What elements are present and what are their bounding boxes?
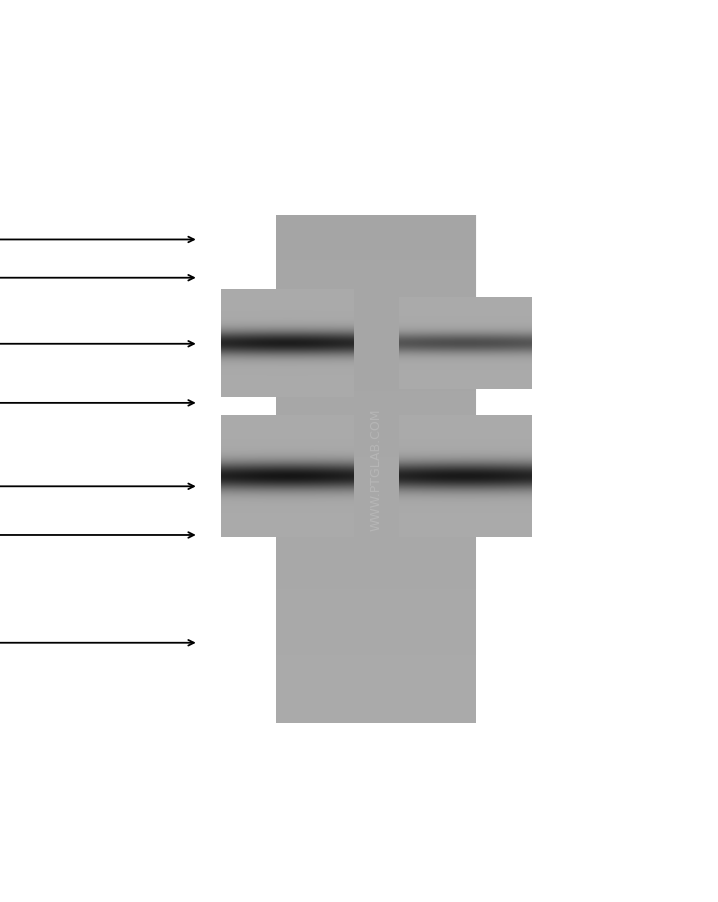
Text: WWW.PTGLAB.COM: WWW.PTGLAB.COM — [370, 409, 383, 530]
Bar — [276, 216, 477, 723]
